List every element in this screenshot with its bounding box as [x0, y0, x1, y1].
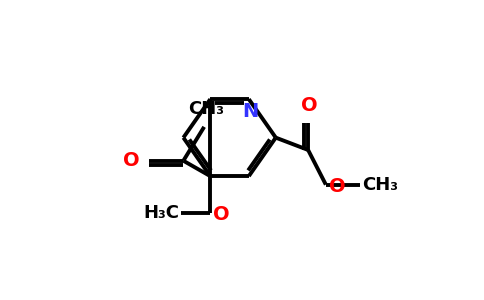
- Text: CH₃: CH₃: [362, 176, 398, 194]
- Text: O: O: [329, 177, 346, 196]
- Text: CH₃: CH₃: [188, 100, 224, 118]
- Text: N: N: [242, 102, 258, 121]
- Text: O: O: [213, 205, 230, 224]
- Text: O: O: [123, 151, 139, 170]
- Text: O: O: [302, 96, 318, 115]
- Text: H₃C: H₃C: [144, 204, 180, 222]
